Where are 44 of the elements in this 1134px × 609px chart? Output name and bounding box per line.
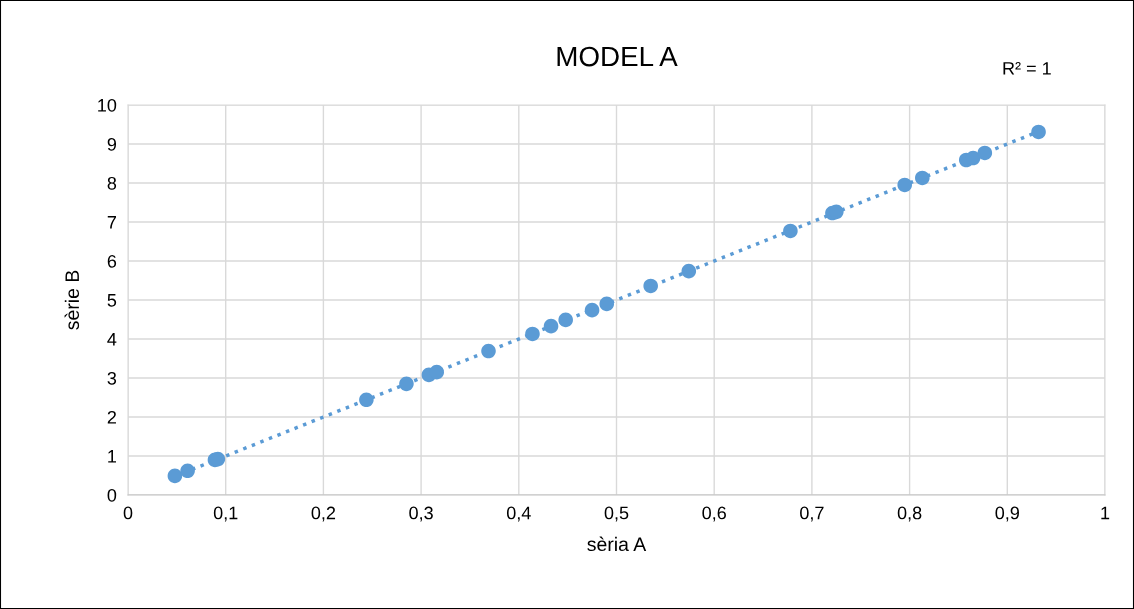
point [481,343,496,359]
point [681,263,697,279]
x-axis-title: sèria A [587,536,647,552]
point [558,312,573,328]
y-tick-label: 4 [107,333,117,346]
point [599,296,615,312]
x-tick-label: 1 [1101,506,1110,520]
y-tick-label: 7 [107,216,116,229]
x-tick-label: 0,5 [604,506,629,522]
y-tick-label: 1 [108,450,117,463]
x-tick-label: 0,9 [995,506,1019,522]
y-tick-label: 3 [107,371,117,385]
x-tick-label: 0,1 [213,506,238,522]
point [167,468,183,484]
x-tick-label: 0,2 [311,506,336,522]
point [359,392,374,408]
y-tick-label: 6 [107,254,117,268]
y-tick-label: 9 [107,137,117,151]
x-tick-label: 0,8 [897,506,922,522]
point [783,223,798,239]
point [1031,124,1046,140]
y-tick-label: 0 [107,488,117,502]
y-tick-label: 5 [107,294,117,307]
x-tick-label: 0,4 [506,506,531,522]
point [915,170,930,186]
text: R² = 1 [1003,62,1051,75]
y-axis-title: sèrie B [64,270,80,330]
point [584,302,600,318]
point [643,278,658,294]
x-tick-label: 0 [123,506,133,520]
y-tick-label: 2 [107,410,116,424]
y-tick-label: 10 [98,98,117,112]
x-tick-label: 0,3 [409,506,433,522]
point [180,463,195,479]
point [525,326,540,342]
y-tick-label: 8 [107,176,117,190]
x-tick-label: 0,7 [800,506,824,522]
point [429,364,445,380]
point [399,376,414,392]
point [543,318,559,334]
x-tick-label: 0,6 [702,506,726,522]
point [977,145,993,161]
point [897,177,912,193]
chart-title: MODEL A [557,46,678,67]
